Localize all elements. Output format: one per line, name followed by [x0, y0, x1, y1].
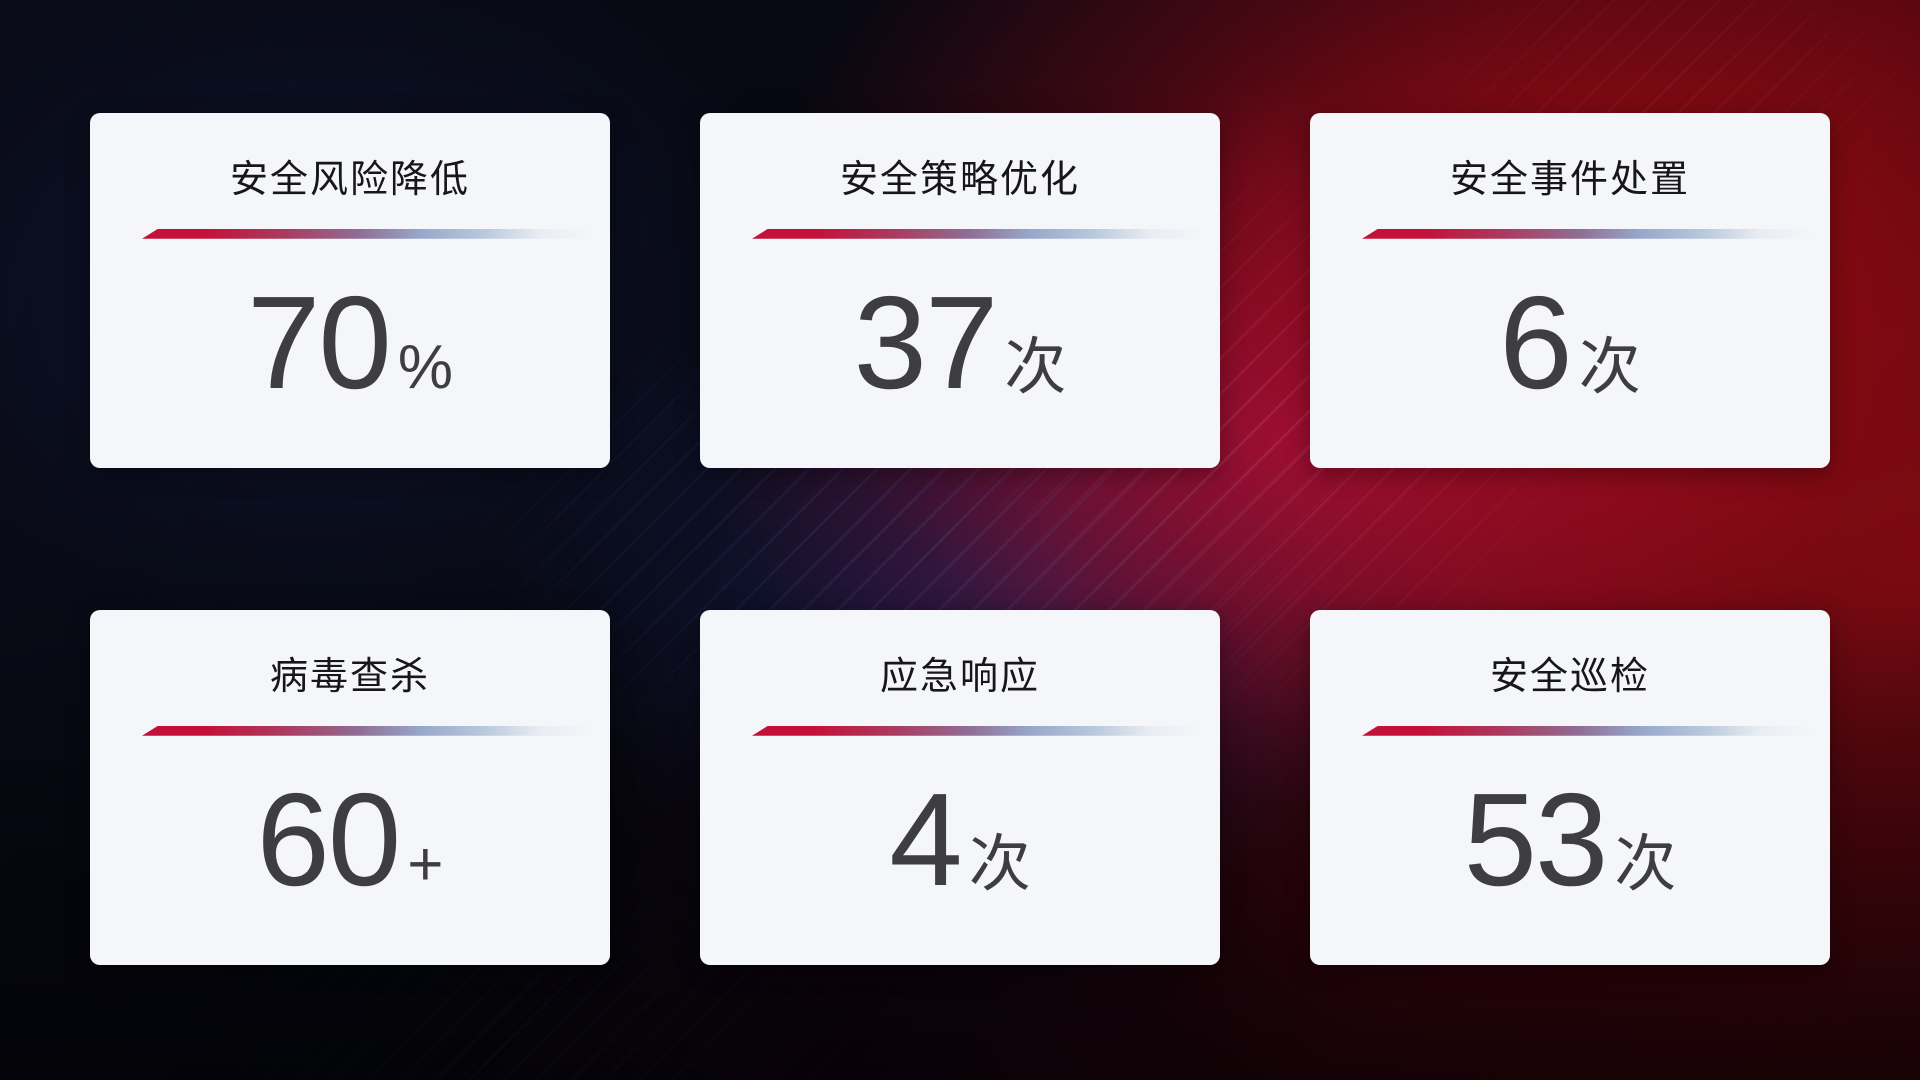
accent-divider-line	[142, 228, 594, 239]
card-value: 6	[1499, 268, 1572, 416]
stat-card-virus-scan: 病毒查杀 60 +	[90, 610, 610, 965]
card-value: 4	[889, 765, 962, 913]
card-unit: 次	[1004, 332, 1067, 402]
card-value: 60	[256, 765, 401, 913]
card-title: 安全策略优化	[839, 159, 1080, 201]
card-value: 70	[247, 268, 392, 416]
accent-divider-line	[142, 725, 594, 736]
stat-card-incident-handling: 安全事件处置 6 次	[1310, 113, 1830, 468]
accent-divider-line	[1362, 228, 1814, 239]
card-value-row: 37 次	[853, 268, 1067, 416]
accent-divider-line	[1362, 725, 1814, 736]
card-value-row: 6 次	[1499, 268, 1641, 416]
card-value-row: 70 %	[247, 268, 453, 416]
card-unit: 次	[968, 829, 1031, 899]
card-value-row: 53 次	[1463, 765, 1677, 913]
card-value-row: 4 次	[889, 765, 1031, 913]
card-unit: %	[397, 332, 453, 402]
stat-card-policy-optimization: 安全策略优化 37 次	[700, 113, 1220, 468]
accent-divider-line	[752, 228, 1204, 239]
card-title: 安全事件处置	[1449, 159, 1690, 201]
card-title: 安全巡检	[1489, 656, 1650, 698]
card-unit: 次	[1578, 332, 1641, 402]
accent-divider-line	[752, 725, 1204, 736]
card-title: 病毒查杀	[269, 656, 430, 698]
stat-card-security-inspection: 安全巡检 53 次	[1310, 610, 1830, 965]
stat-card-grid: 安全风险降低 70 % 安全策略优化 37 次 安全事件处置 6 次 病毒查	[90, 113, 1830, 965]
card-unit: +	[407, 829, 444, 899]
card-value: 37	[853, 268, 999, 416]
card-value-row: 60 +	[256, 765, 444, 913]
card-value: 53	[1463, 765, 1609, 913]
stat-card-emergency-response: 应急响应 4 次	[700, 610, 1220, 965]
card-unit: 次	[1614, 829, 1677, 899]
card-title: 安全风险降低	[229, 159, 470, 201]
stat-card-risk-reduction: 安全风险降低 70 %	[90, 113, 610, 468]
card-title: 应急响应	[879, 656, 1040, 698]
